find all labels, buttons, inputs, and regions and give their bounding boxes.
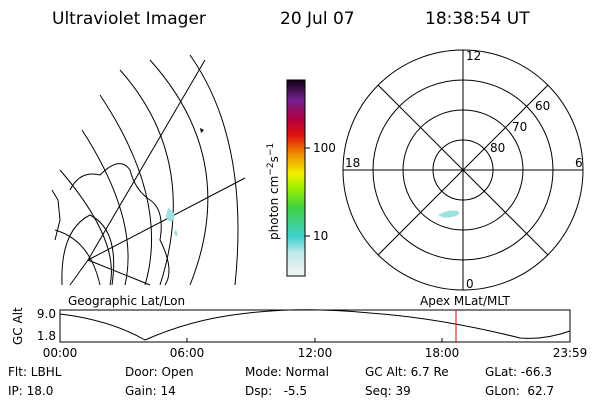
colorbar-label: photon cm−2s−1 bbox=[266, 143, 281, 240]
info: IP: 18.0 bbox=[8, 384, 53, 398]
mlt-label: 12 bbox=[466, 49, 481, 63]
info: Seq: 39 bbox=[365, 384, 411, 398]
mlt-label: 6 bbox=[575, 156, 583, 170]
lat-label: 70 bbox=[512, 120, 527, 134]
label-part: −2 bbox=[266, 162, 276, 175]
x-tick-label: 00:00 bbox=[43, 346, 78, 360]
info: Dsp: -5.5 bbox=[245, 384, 307, 398]
info: GLon: 62.7 bbox=[485, 384, 554, 398]
x-ticks bbox=[186, 338, 443, 342]
info: Gain: 14 bbox=[125, 384, 176, 398]
axis-label: GC Alt bbox=[11, 307, 25, 345]
colorbar-tick: 100 bbox=[313, 141, 336, 155]
colorbar bbox=[286, 79, 306, 277]
x-tick-label: 18:00 bbox=[425, 346, 460, 360]
mlt-label: 0 bbox=[466, 277, 474, 291]
info: GLat: -66.3 bbox=[485, 365, 552, 379]
info: Door: Open bbox=[125, 365, 194, 379]
polar-grid bbox=[342, 49, 584, 291]
y-tick-label: 9.0 bbox=[37, 307, 56, 321]
x-tick-label: 12:00 bbox=[298, 346, 333, 360]
info: GC Alt: 6.7 Re bbox=[365, 365, 449, 379]
label-part: s bbox=[267, 156, 281, 162]
colorbar-tick: 10 bbox=[313, 229, 328, 243]
info: Flt: LBHL bbox=[8, 365, 62, 379]
strip-title: Apex MLat/MLT bbox=[420, 294, 510, 308]
x-tick-label: 23:59 bbox=[553, 346, 588, 360]
date: 20 Jul 07 bbox=[280, 9, 355, 29]
info: Mode: Normal bbox=[245, 365, 329, 379]
altitude-curve bbox=[59, 309, 571, 341]
mlt-label: 18 bbox=[345, 156, 360, 170]
label-part: photon cm bbox=[267, 176, 281, 240]
label-part: −1 bbox=[266, 143, 276, 156]
geo-map bbox=[51, 54, 246, 286]
title: Ultraviolet Imager bbox=[52, 9, 206, 29]
lat-label: 80 bbox=[490, 141, 505, 155]
time: 18:38:54 UT bbox=[425, 9, 530, 29]
strip-frame bbox=[59, 309, 571, 343]
y-tick-label: 1.8 bbox=[37, 329, 56, 343]
strip-title: Geographic Lat/Lon bbox=[68, 294, 185, 308]
x-tick-label: 06:00 bbox=[170, 346, 205, 360]
lat-label: 60 bbox=[535, 99, 550, 113]
